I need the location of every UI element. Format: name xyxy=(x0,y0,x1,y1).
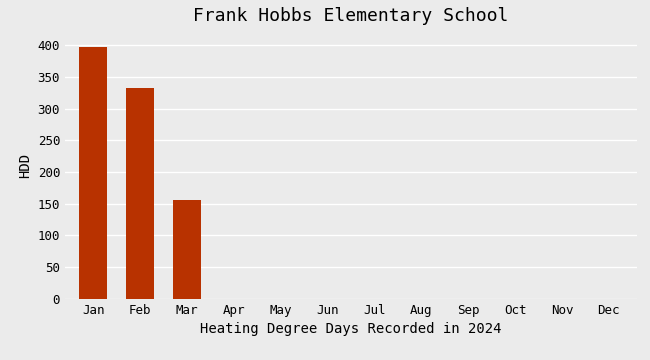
Bar xyxy=(173,200,201,299)
Y-axis label: HDD: HDD xyxy=(18,153,32,178)
Bar xyxy=(126,87,154,299)
Title: Frank Hobbs Elementary School: Frank Hobbs Elementary School xyxy=(193,7,509,25)
Bar xyxy=(79,47,107,299)
X-axis label: Heating Degree Days Recorded in 2024: Heating Degree Days Recorded in 2024 xyxy=(200,322,502,336)
